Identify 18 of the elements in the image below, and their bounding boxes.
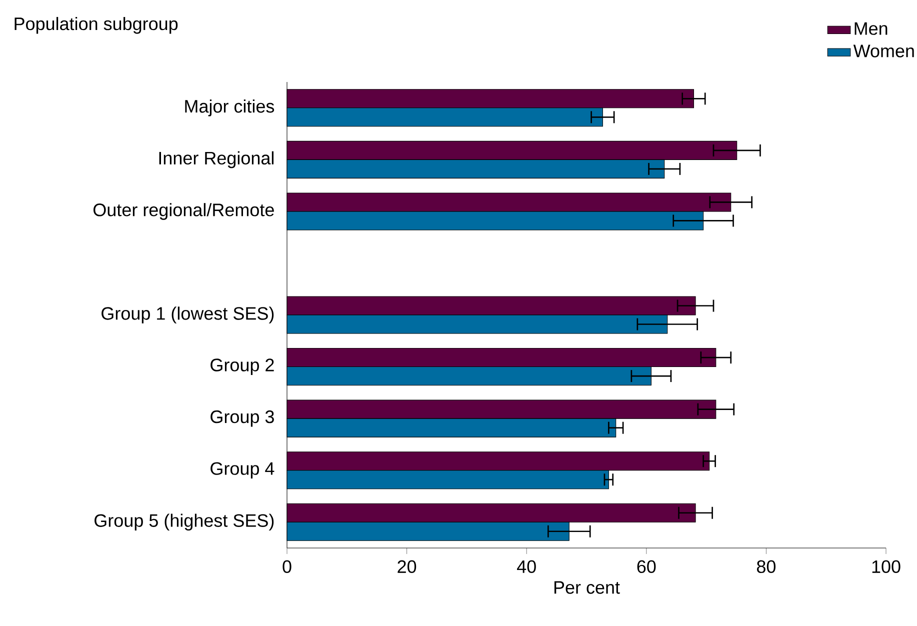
y-tick-label: Group 2 [210, 358, 274, 375]
x-axis-title: Per cent [554, 581, 620, 594]
y-tick-label: Group 1 (lowest SES) [102, 306, 274, 324]
y-tick-label: Major cities [185, 100, 274, 116]
y-tick-label: Outer regional/Remote [94, 203, 274, 220]
x-tick-label: 40 [517, 560, 536, 574]
y-tick-label: Group 4 [210, 462, 274, 478]
x-tick-label: 60 [637, 560, 656, 574]
legend-label: Women [853, 44, 914, 58]
x-tick-label: 0 [282, 560, 292, 574]
y-tick-label: Inner Regional [159, 151, 274, 168]
x-tick-label: 20 [398, 560, 416, 574]
x-tick-label: 100 [872, 560, 900, 574]
legend-label: Men [854, 22, 888, 35]
y-axis-title: Population subgroup [14, 16, 178, 34]
y-tick-label: Group 3 [210, 410, 274, 427]
x-tick-label: 80 [756, 560, 776, 574]
y-tick-label: Group 5 (highest SES) [94, 514, 274, 531]
